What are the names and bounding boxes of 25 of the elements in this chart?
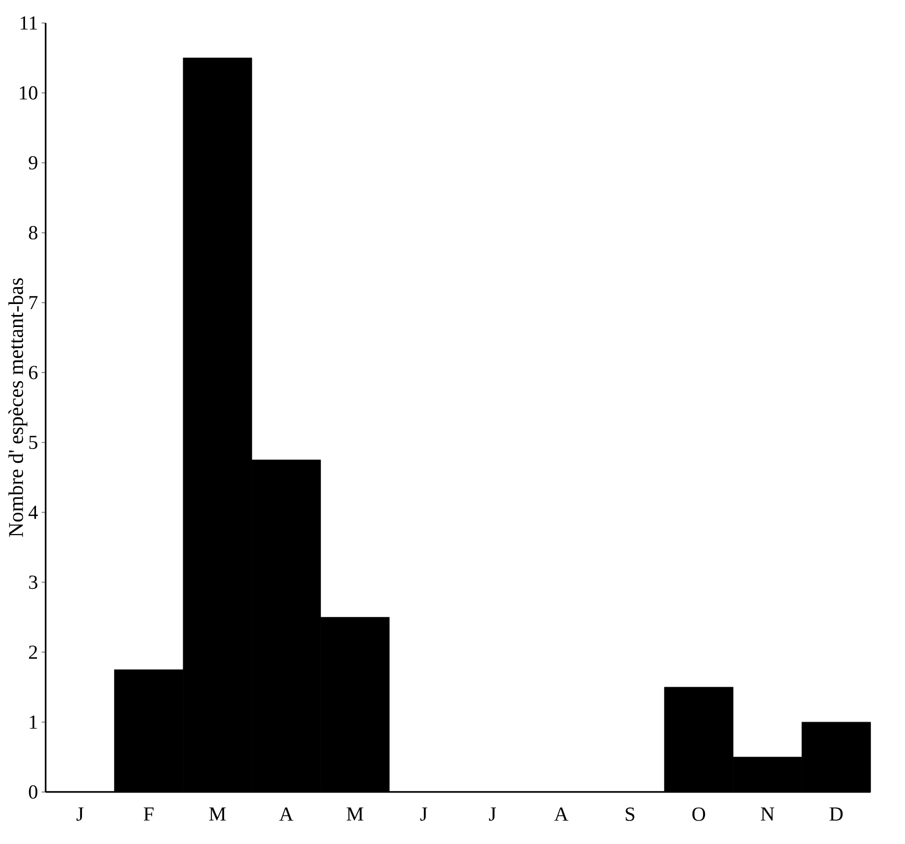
- y-tick-label: 3: [29, 576, 38, 589]
- y-tick-label: 8: [28, 226, 38, 240]
- x-tick-label: N: [760, 808, 774, 821]
- x-tick-label: D: [830, 808, 843, 821]
- y-tick-label: 5: [29, 436, 38, 450]
- y-tick-label: 6: [29, 366, 38, 380]
- x-tick-label: A: [554, 808, 568, 821]
- x-tick-label: O: [692, 808, 706, 821]
- y-tick-label: 10: [20, 86, 38, 100]
- x-tick-label: M: [209, 808, 226, 821]
- x-tick-label: J: [489, 808, 496, 821]
- y-tick-label: 9: [28, 156, 38, 170]
- y-axis-title: Nombre d' espèces mettant-bas: [8, 278, 28, 537]
- y-tick-label: 11: [20, 16, 37, 30]
- x-tick-label: M: [346, 808, 364, 821]
- y-tick-label: 7: [29, 296, 38, 310]
- y-tick-label: 2: [29, 646, 38, 659]
- x-tick-label: J: [76, 808, 84, 821]
- x-tick-label: F: [144, 808, 154, 821]
- x-tick-label: S: [626, 808, 634, 821]
- y-tick-label: 1: [30, 715, 37, 729]
- x-tick-label: J: [420, 808, 428, 821]
- x-tick-label: A: [279, 808, 294, 821]
- y-tick-label: 4: [28, 506, 38, 519]
- y-tick-label: 0: [28, 785, 38, 799]
